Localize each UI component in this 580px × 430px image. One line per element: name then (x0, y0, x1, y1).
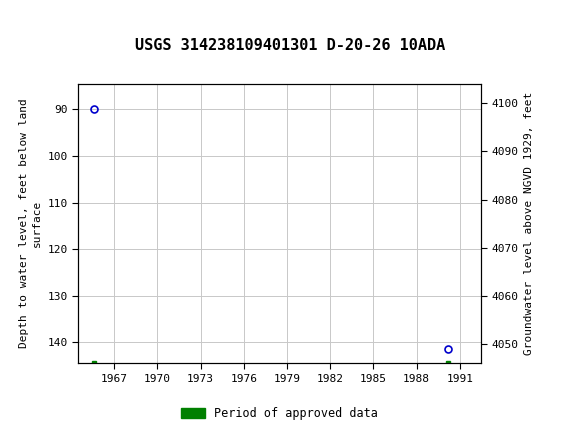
Y-axis label: Groundwater level above NGVD 1929, feet: Groundwater level above NGVD 1929, feet (524, 92, 534, 355)
Legend: Period of approved data: Period of approved data (177, 402, 383, 424)
Text: ~: ~ (7, 11, 15, 21)
Text: USGS: USGS (32, 9, 79, 24)
Text: USGS 314238109401301 D-20-26 10ADA: USGS 314238109401301 D-20-26 10ADA (135, 38, 445, 52)
Text: ~: ~ (7, 4, 15, 14)
Text: ~: ~ (7, 18, 15, 28)
Y-axis label: Depth to water level, feet below land
surface: Depth to water level, feet below land su… (19, 99, 42, 348)
